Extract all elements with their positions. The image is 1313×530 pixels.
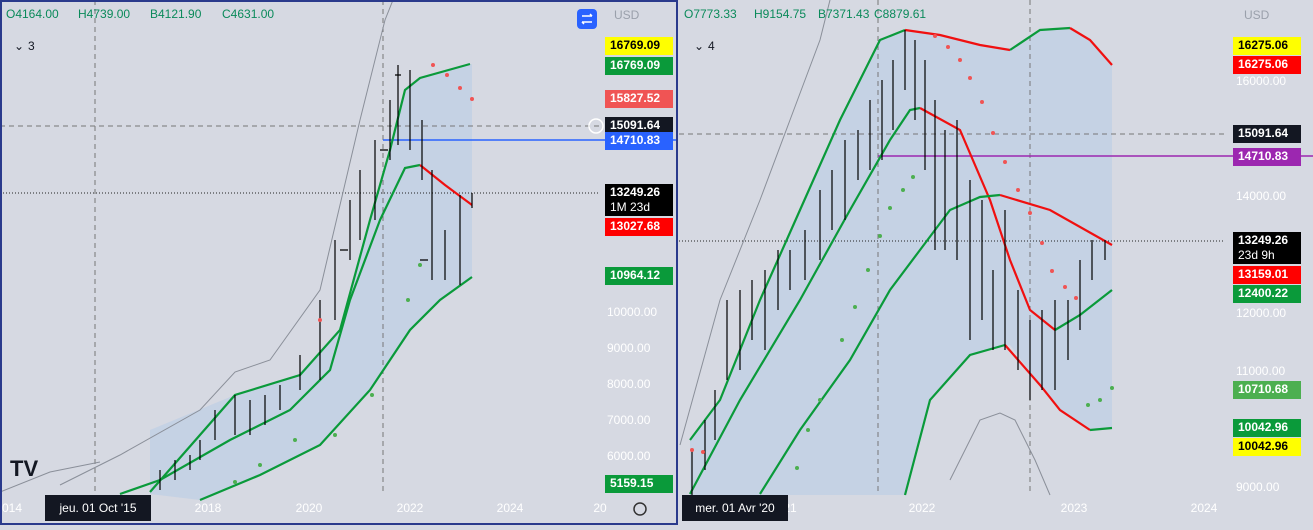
price-tag-text: 14710.83 <box>1238 149 1288 163</box>
price-tag-text: 10964.12 <box>610 268 660 282</box>
pane-chevron: ⌄ <box>14 39 24 53</box>
time-axis-label: 014 <box>2 501 22 515</box>
price-tag <box>605 218 673 236</box>
time-axis-label: 2024 <box>1191 501 1218 515</box>
ohlc-value: C4631.00 <box>222 7 274 21</box>
price-tag <box>605 37 673 55</box>
price-tag-text: 15091.64 <box>610 118 660 132</box>
ohlc-value: C8879.61 <box>874 7 926 21</box>
price-tag-text: 16275.06 <box>1238 38 1288 52</box>
price-tag <box>605 475 673 493</box>
price-tag-text: 13249.26 <box>610 185 660 199</box>
svg-text:TV: TV <box>10 456 38 481</box>
price-tag-text: 16769.09 <box>610 38 660 52</box>
price-tag <box>1233 419 1301 437</box>
price-tag <box>605 132 673 150</box>
ohlc-value: O4164.00 <box>6 7 59 21</box>
price-tag-text: 13027.68 <box>610 219 660 233</box>
price-axis-label: 10000.00 <box>607 305 657 319</box>
price-tag <box>605 90 673 108</box>
price-tag-text: 10042.96 <box>1238 420 1288 434</box>
price-tag <box>605 184 673 216</box>
price-tag <box>1233 37 1301 55</box>
ohlc-value: H9154.75 <box>754 7 806 21</box>
price-tag-text: 15091.64 <box>1238 126 1288 140</box>
time-axis-label: 2022 <box>397 501 424 515</box>
active-border <box>0 0 678 525</box>
time-axis-label: 2023 <box>1061 501 1088 515</box>
price-tag <box>605 57 673 75</box>
price-tag-text: 10710.68 <box>1238 382 1288 396</box>
price-tag-sub: 1M 23d <box>610 200 650 214</box>
ohlc-value: B7371.43 <box>818 7 870 21</box>
crosshair-date-bg <box>45 495 151 521</box>
price-tag <box>1233 438 1301 456</box>
price-tag-text: 14710.83 <box>610 133 660 147</box>
ohlc-value: B4121.90 <box>150 7 202 21</box>
pane-label: 4 <box>708 39 715 53</box>
price-axis-label: 9000.00 <box>1236 480 1280 494</box>
price-tag-text: 13249.26 <box>1238 233 1288 247</box>
price-axis-label: 11000.00 <box>1236 364 1285 378</box>
price-tag <box>605 117 673 135</box>
crosshair-date-bg <box>682 495 788 521</box>
time-axis-label: 2020 <box>296 501 323 515</box>
price-tag <box>605 267 673 285</box>
currency[interactable]: USD <box>614 8 640 22</box>
price-tag <box>1233 381 1301 399</box>
price-axis-label: 7000.00 <box>607 413 651 427</box>
crosshair-date: mer. 01 Avr '20 <box>695 501 775 515</box>
price-tag-text: 10042.96 <box>1238 439 1288 453</box>
price-tag <box>1233 285 1301 303</box>
price-tag-text: 16769.09 <box>610 58 660 72</box>
price-tag <box>1233 232 1301 264</box>
price-tag <box>1233 56 1301 74</box>
ohlc-value: O7773.33 <box>684 7 737 21</box>
price-tag <box>1233 148 1301 166</box>
price-axis-label: 8000.00 <box>607 377 651 391</box>
price-axis-label: 6000.00 <box>607 449 651 463</box>
price-axis-label: 14000.00 <box>1236 189 1286 203</box>
price-axis-label: 9000.00 <box>607 341 651 355</box>
price-tag-text: 16275.06 <box>1238 57 1288 71</box>
pane-chevron: ⌄ <box>694 39 704 53</box>
price-tag <box>1233 266 1301 284</box>
currency[interactable]: USD <box>1244 8 1270 22</box>
price-tag-text: 5159.15 <box>610 476 654 490</box>
right-plot <box>679 0 1313 496</box>
left-plot: TV <box>0 0 677 516</box>
time-axis-label: 2018 <box>195 501 222 515</box>
crosshair-date: jeu. 01 Oct '15 <box>58 501 136 515</box>
price-axis-label: 12000.00 <box>1236 306 1286 320</box>
price-tag-sub: 23d 9h <box>1238 248 1275 262</box>
ohlc-value: H4739.00 <box>78 7 130 21</box>
time-axis-label: 2022 <box>909 501 936 515</box>
price-axis-label: 16000.00 <box>1236 74 1286 88</box>
pane-label: 3 <box>28 39 35 53</box>
price-tag-text: 15827.52 <box>610 91 660 105</box>
time-axis-label: 20 <box>593 501 607 515</box>
time-axis-label: 2024 <box>497 501 524 515</box>
price-tag-text: 13159.01 <box>1238 267 1288 281</box>
price-tag <box>1233 125 1301 143</box>
price-tag-text: 12400.22 <box>1238 286 1288 300</box>
